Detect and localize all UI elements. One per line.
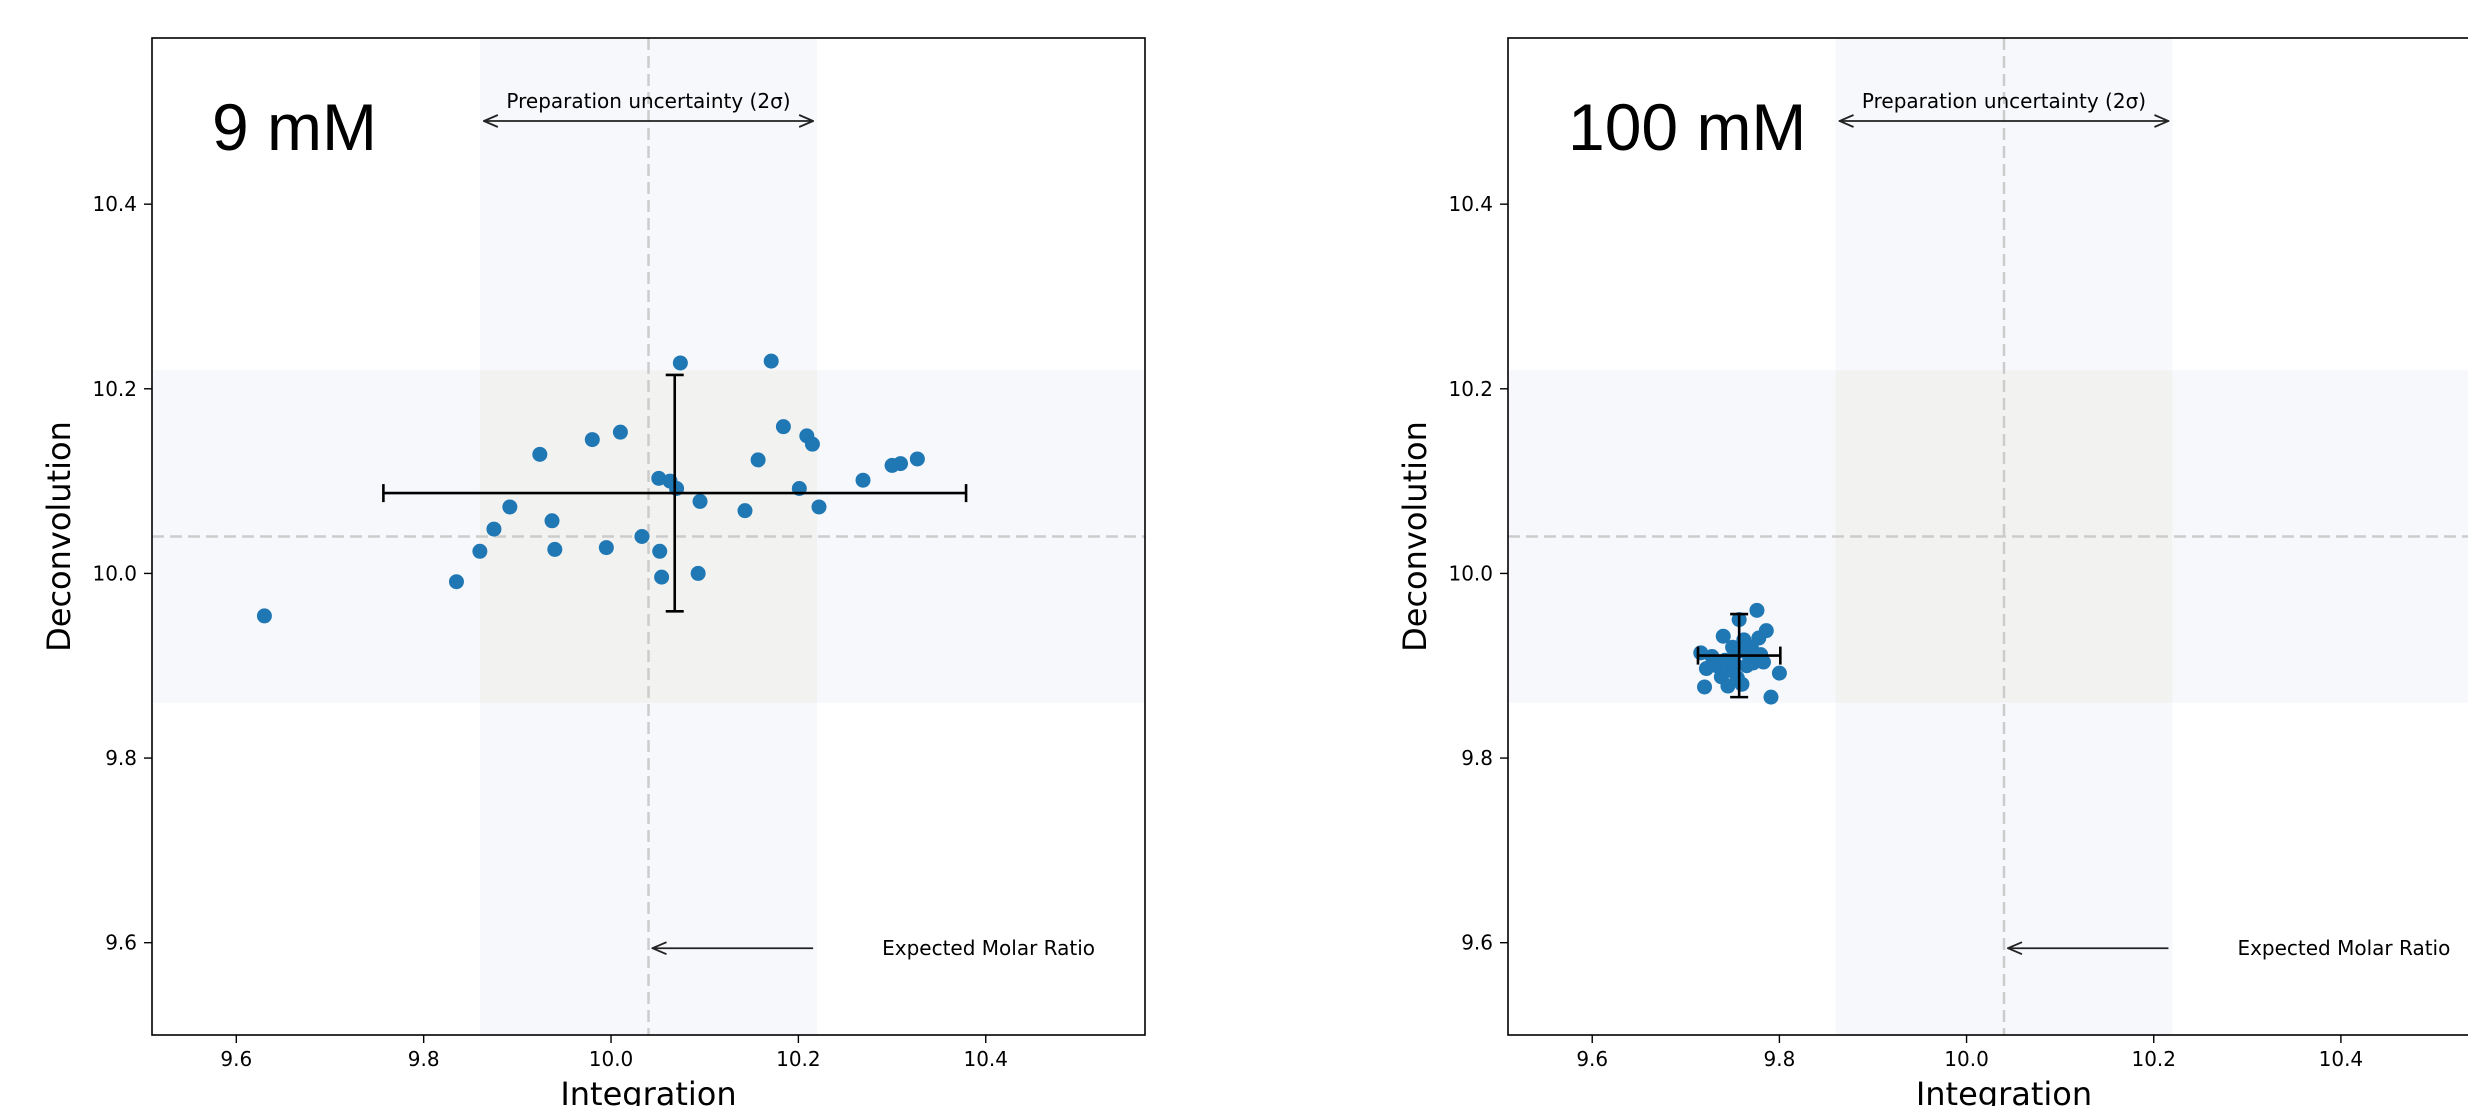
data-point <box>909 451 925 467</box>
data-point <box>256 608 272 624</box>
concentration-label: 100 mM <box>1568 90 1806 164</box>
data-point <box>502 499 518 515</box>
data-point <box>652 543 668 559</box>
x-axis-label: Integration <box>560 1075 736 1106</box>
y-tick-label: 10.2 <box>92 377 137 401</box>
data-point <box>1771 665 1787 681</box>
x-tick-label: 10.2 <box>776 1047 821 1071</box>
data-point <box>855 472 871 488</box>
data-point <box>892 456 908 472</box>
y-tick-label: 9.6 <box>105 931 137 955</box>
data-point <box>775 419 791 435</box>
data-point <box>472 543 488 559</box>
x-tick-label: 9.8 <box>408 1047 440 1071</box>
x-tick-label: 10.2 <box>2131 1047 2176 1071</box>
data-point <box>532 446 548 462</box>
y-axis-label: Deconvolution <box>1396 421 1434 652</box>
data-point <box>750 452 766 468</box>
data-point <box>584 432 600 448</box>
data-point <box>544 513 560 529</box>
data-point <box>612 424 628 440</box>
data-point <box>692 493 708 509</box>
data-point <box>651 470 667 486</box>
data-point <box>547 541 563 557</box>
data-point <box>1755 654 1771 670</box>
x-tick-label: 10.4 <box>2319 1047 2364 1071</box>
y-tick-label: 10.4 <box>92 192 137 216</box>
x-tick-label: 10.0 <box>589 1047 634 1071</box>
data-point <box>1763 689 1779 705</box>
expected-annotation: Expected Molar Ratio <box>882 936 1095 960</box>
panel-100mm: Preparation uncertainty (2σ) Expected Mol… <box>1396 37 2468 1111</box>
data-point <box>598 540 614 556</box>
data-point <box>634 529 650 544</box>
y-axis-label: Deconvolution <box>40 421 78 652</box>
data-point <box>1749 602 1765 618</box>
y-tick-label: 9.8 <box>1461 746 1493 770</box>
data-point <box>763 353 779 369</box>
band-annotation: Preparation uncertainty (2σ) <box>1862 89 2146 113</box>
y-tick-label: 9.6 <box>1461 931 1493 955</box>
y-tick-label: 9.8 <box>105 746 137 770</box>
y-tick-label: 10.0 <box>1448 561 1493 585</box>
y-tick-label: 10.0 <box>92 561 137 585</box>
data-point <box>690 565 706 581</box>
data-point <box>672 355 688 371</box>
data-point <box>1758 623 1774 639</box>
data-point <box>804 436 820 452</box>
x-tick-label: 10.0 <box>1944 1047 1989 1071</box>
plot-area: Preparation uncertainty (2σ) Expected Mol… <box>1508 38 2468 1035</box>
x-tick-label: 9.6 <box>1576 1047 1608 1071</box>
band-annotation: Preparation uncertainty (2σ) <box>506 89 790 113</box>
data-point <box>1715 628 1731 644</box>
panel-9mm: Preparation uncertainty (2σ) Expected Mol… <box>40 37 1146 1111</box>
data-point <box>1697 679 1713 695</box>
data-point <box>737 503 753 519</box>
data-point <box>448 574 464 590</box>
plot-area: Preparation uncertainty (2σ) Expected Mol… <box>152 38 1145 1035</box>
axes-frame <box>151 37 1146 1036</box>
x-tick-label: 9.8 <box>1763 1047 1795 1071</box>
data-point <box>1734 676 1750 692</box>
data-point <box>654 569 670 585</box>
x-tick-label: 9.6 <box>220 1047 252 1071</box>
x-tick-label: 10.4 <box>963 1047 1008 1071</box>
y-tick-label: 10.4 <box>1448 192 1493 216</box>
concentration-label: 9 mM <box>212 90 377 164</box>
data-point <box>811 499 827 515</box>
axes-frame <box>1507 37 2468 1036</box>
y-tick-label: 10.2 <box>1448 377 1493 401</box>
data-point <box>486 521 502 537</box>
expected-annotation: Expected Molar Ratio <box>2237 936 2450 960</box>
x-axis-label: Integration <box>1916 1075 2092 1106</box>
